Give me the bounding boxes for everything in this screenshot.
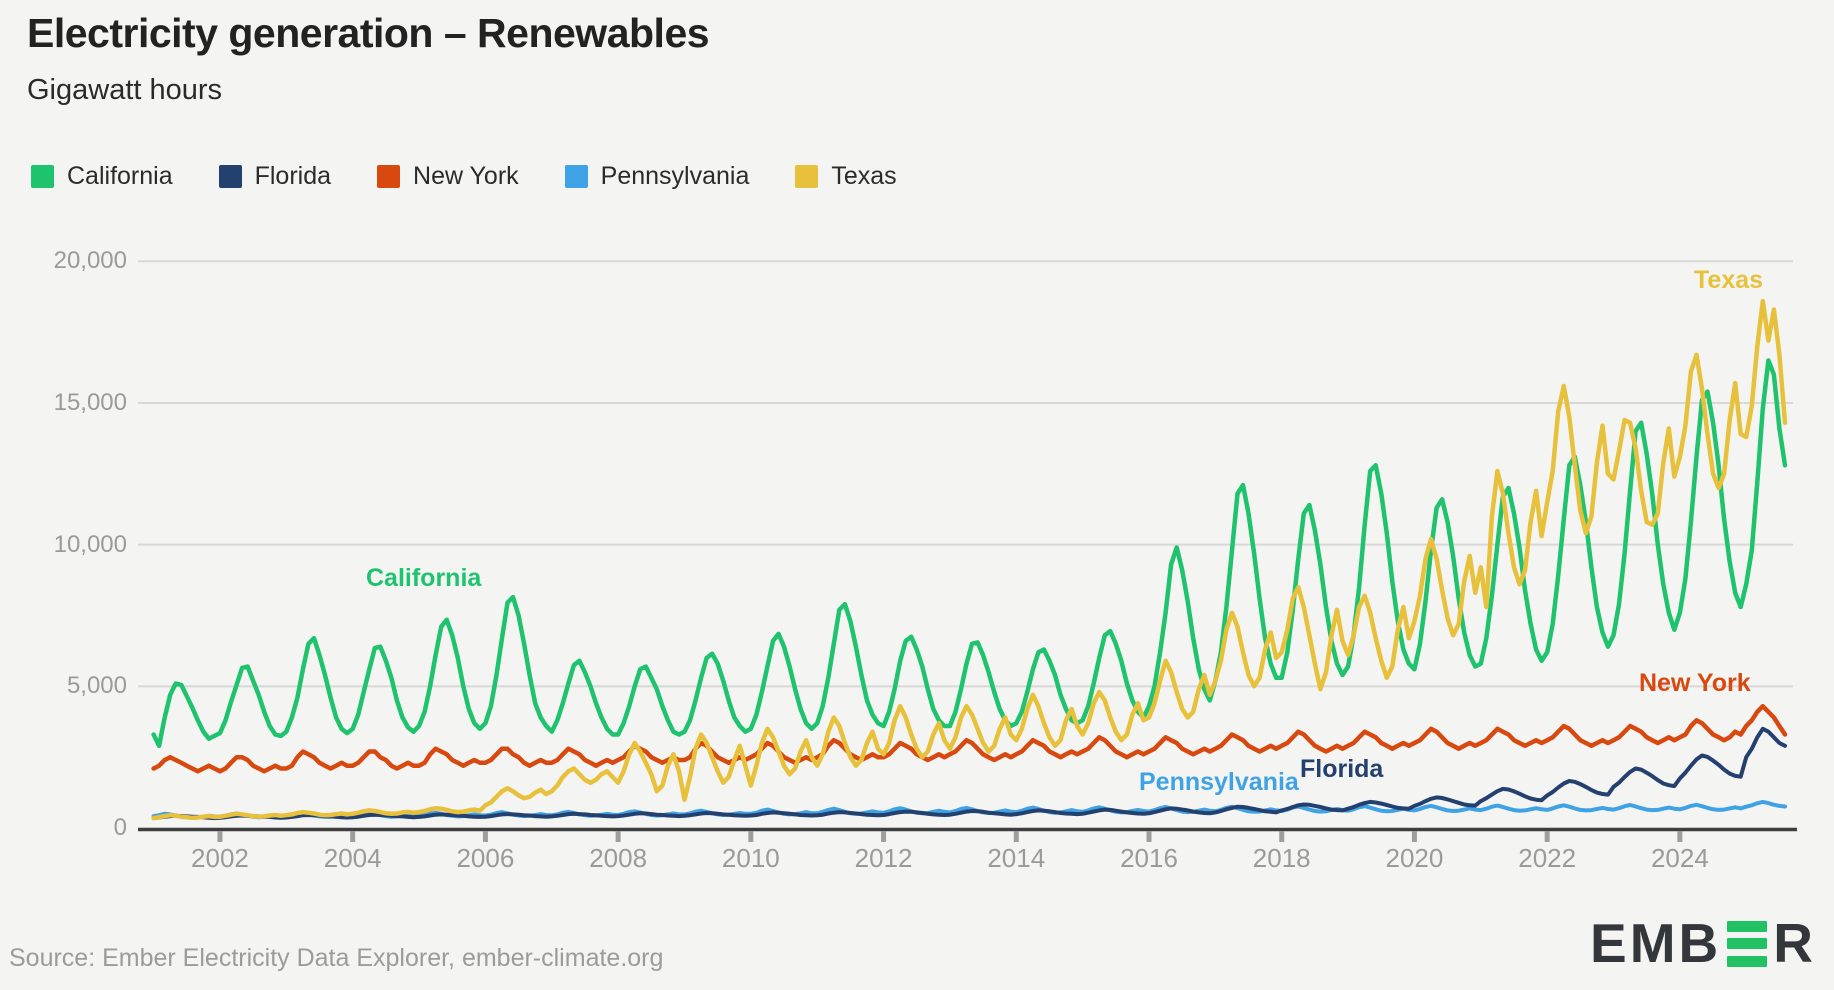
x-axis-tick-label-2008: 2008 [589, 843, 648, 873]
x-axis-tick-label-2018: 2018 [1252, 843, 1311, 873]
legend: California Florida New York Pennsylvania… [31, 162, 897, 191]
legend-label: California [67, 162, 173, 190]
logo-text-r: R [1773, 912, 1816, 974]
legend-swatch-california [31, 165, 54, 188]
x-axis-tick-label-2006: 2006 [456, 843, 515, 873]
legend-swatch-pennsylvania [564, 165, 588, 188]
series-label-florida: Florida [1300, 755, 1384, 783]
x-axis-tick-label-2020: 2020 [1385, 843, 1444, 873]
legend-label: New York [413, 162, 519, 190]
legend-item-florida: Florida [218, 162, 332, 191]
series-label-california: California [366, 564, 482, 592]
series-label-pennsylvania: Pennsylvania [1139, 768, 1299, 796]
x-axis-tick-label-2010: 2010 [721, 843, 780, 873]
chart-subtitle: Gigawatt hours [27, 74, 223, 106]
legend-swatch-texas [795, 165, 819, 188]
logo-text-emb: EMB [1590, 912, 1722, 974]
legend-label: Florida [254, 162, 332, 190]
legend-item-california: California [31, 162, 173, 191]
source-attribution: Source: Ember Electricity Data Explorer,… [9, 944, 664, 972]
line-california [151, 358, 1788, 749]
x-axis-tick-label-2002: 2002 [191, 843, 249, 873]
legend-swatch-florida [218, 165, 242, 188]
legend-label: Texas [831, 162, 897, 190]
y-axis-tick-label-10000: 10,000 [53, 530, 127, 558]
line-texas [151, 298, 1788, 821]
x-axis-tick-label-2014: 2014 [987, 843, 1046, 873]
legend-item-new-york: New York [377, 162, 519, 191]
line-new-york [151, 703, 1788, 774]
ember-logo: EMB R [1590, 916, 1816, 971]
chart-title: Electricity generation – Renewables [27, 10, 710, 56]
y-axis-tick-label-20000: 20,000 [53, 247, 127, 275]
series-label-new-york: New York [1639, 669, 1751, 697]
line-florida [151, 726, 1787, 821]
legend-swatch-new-york [377, 165, 401, 188]
y-axis-tick-label-5000: 5,000 [66, 672, 127, 700]
legend-item-pennsylvania: Pennsylvania [564, 162, 750, 191]
x-axis-tick-label-2004: 2004 [323, 843, 382, 873]
x-axis-tick-label-2024: 2024 [1650, 843, 1709, 873]
logo-e-bars-icon [1727, 920, 1768, 967]
series-label-texas: Texas [1694, 266, 1764, 294]
y-axis-tick-label-0: 0 [113, 814, 127, 841]
y-axis-tick-label-15000: 15,000 [53, 388, 127, 416]
x-axis-tick-label-2022: 2022 [1518, 843, 1577, 873]
legend-item-texas: Texas [795, 162, 897, 191]
legend-label: Pennsylvania [600, 162, 750, 190]
x-axis-tick-label-2016: 2016 [1120, 843, 1178, 873]
x-axis-tick-label-2012: 2012 [854, 843, 913, 873]
